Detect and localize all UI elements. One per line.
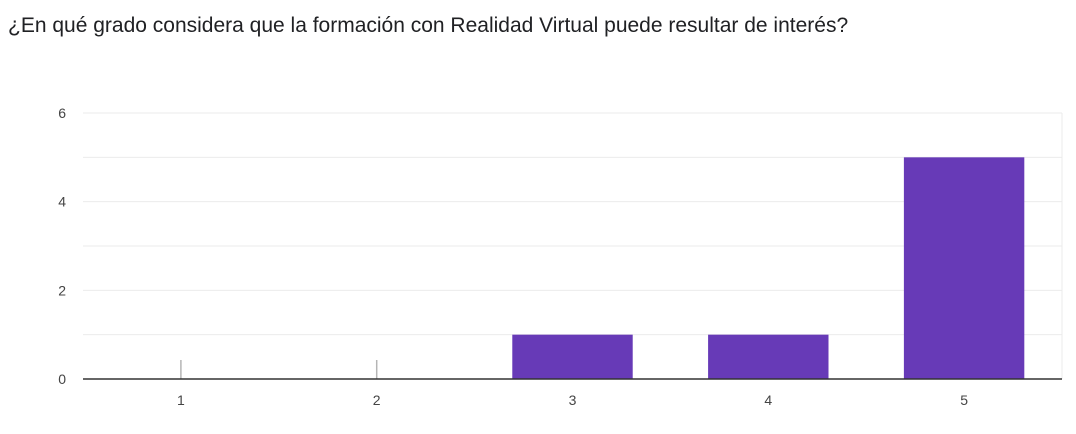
x-tick-label: 1 xyxy=(177,392,185,408)
x-tick-labels: 1 2 3 4 5 xyxy=(177,392,968,408)
bars xyxy=(180,157,1025,379)
x-tick-label: 4 xyxy=(764,392,772,408)
x-tick-label: 3 xyxy=(569,392,577,408)
bar xyxy=(512,334,633,379)
y-tick-label: 6 xyxy=(58,105,66,121)
y-tick-label: 0 xyxy=(58,371,66,387)
x-tick-label: 5 xyxy=(960,392,968,408)
x-tick-label: 2 xyxy=(373,392,381,408)
bar xyxy=(708,334,829,379)
y-tick-label: 2 xyxy=(58,282,66,298)
y-tick-label: 4 xyxy=(58,194,66,210)
y-tick-labels: 0 2 4 6 xyxy=(58,105,66,387)
bar xyxy=(903,157,1025,379)
chart-title: ¿En qué grado considera que la formación… xyxy=(8,14,849,37)
